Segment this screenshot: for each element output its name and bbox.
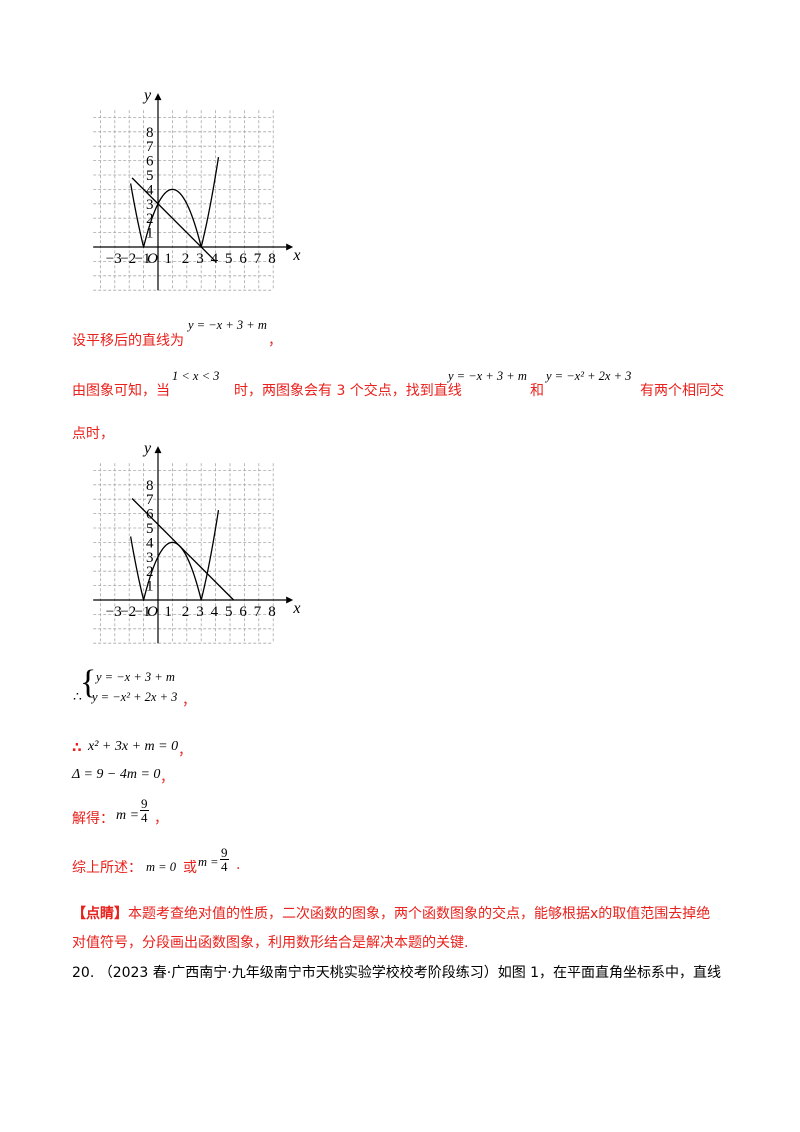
quadratic-equation: x² + 3x + m = 0	[88, 739, 179, 754]
y-axis-label: y	[142, 443, 152, 457]
system-eq1: y = −x + 3 + m	[96, 670, 175, 684]
x-axis-arrow	[286, 243, 294, 251]
step1-comma: ，	[178, 743, 192, 759]
summary-lhs: m =	[198, 855, 219, 869]
x-tick-label: 1	[164, 604, 172, 620]
abs-parabola-curve	[129, 157, 220, 249]
x-tick-label: 5	[225, 251, 233, 267]
y-tick-label: 7	[146, 139, 154, 155]
system-brace: {	[80, 664, 97, 701]
x-tick-label: 7	[254, 604, 262, 620]
x-tick-label: O	[147, 604, 158, 620]
x-tick-label: 2	[182, 604, 190, 620]
observation-condition: 1 < x < 3	[172, 369, 220, 383]
solve-lhs: m =	[116, 808, 140, 823]
y-axis-arrow	[154, 93, 162, 101]
intro-comma: ，	[268, 333, 282, 349]
x-tick-label: 2	[182, 251, 190, 267]
y-tick-label: 6	[146, 507, 154, 523]
therefore-symbol-2: ∴	[72, 740, 82, 756]
x-tick-label: 6	[239, 251, 247, 267]
x-tick-label: 8	[268, 251, 276, 267]
x-tick-label: 1	[164, 251, 172, 267]
y-tick-label: 3	[146, 550, 154, 566]
straight-line	[131, 498, 235, 601]
x-tick-label: 5	[225, 604, 233, 620]
observation-part3: 有两个相同交	[640, 383, 724, 399]
summary-numerator: 9	[220, 845, 229, 860]
summary-denominator: 4	[221, 859, 228, 874]
problem-20-text: 20. （2023 春·广西南宁·九年级南宁市天桃实验学校校考阶段练习）如图 1…	[72, 965, 722, 981]
x-tick-label: 3	[196, 251, 204, 267]
y-tick-label: 5	[146, 521, 154, 537]
x-tick-label: −1	[135, 604, 151, 620]
translated-line-intro: 设平移后的直线为	[72, 330, 184, 350]
comment-line-1: 【点睛】本题考查绝对值的性质，二次函数的图象，两个函数图象的交点，能够根据x的取…	[72, 903, 710, 923]
comment-text-1: 本题考查绝对值的性质，二次函数的图象，两个函数图象的交点，能够根据x的取值范围去…	[128, 906, 711, 922]
observation-formula-parabola: y = −x² + 2x + 3	[546, 369, 632, 383]
x-axis-label: x	[292, 247, 300, 264]
x-tick-label: 6	[239, 604, 247, 620]
y-tick-label: 3	[146, 197, 154, 213]
x-axis-label: x	[292, 600, 300, 617]
x-tick-label: 3	[196, 604, 204, 620]
summary-period: .	[236, 857, 241, 873]
x-tick-label: −2	[120, 604, 136, 620]
summary-m-zero: m = 0	[146, 860, 176, 874]
y-tick-label: 6	[146, 154, 154, 170]
y-tick-label: 7	[146, 492, 154, 508]
comment-line-2: 对值符号，分段画出函数图象，利用数形结合是解决本题的关键.	[72, 935, 469, 951]
y-tick-label: 4	[146, 535, 154, 551]
x-tick-label: 7	[254, 251, 262, 267]
x-tick-label: −3	[106, 604, 122, 620]
x-tick-label: 4	[211, 251, 219, 267]
y-tick-label: 2	[146, 211, 154, 227]
solve-comma: ，	[154, 811, 168, 827]
discriminant-equation: Δ = 9 − 4m = 0	[72, 767, 161, 782]
y-tick-label: 5	[146, 168, 154, 184]
x-tick-label: −1	[135, 251, 151, 267]
y-tick-label: 4	[146, 182, 154, 198]
x-tick-label: O	[147, 251, 158, 267]
summary-or: 或	[183, 860, 197, 876]
system-comma: ，	[182, 693, 196, 709]
straight-line	[131, 177, 217, 262]
solve-fraction: 9 4	[140, 797, 149, 825]
step2-comma: ，	[160, 770, 174, 786]
x-tick-label: −2	[120, 251, 136, 267]
solve-denominator: 4	[141, 810, 148, 825]
y-tick-label: 2	[146, 564, 154, 580]
observation-and: 和	[530, 383, 544, 399]
intro-text: 设平移后的直线为	[72, 333, 184, 349]
comment-tag: 【点睛】	[72, 906, 128, 922]
therefore-symbol-1: ∴	[73, 690, 82, 705]
y-axis-arrow	[154, 446, 162, 454]
x-tick-label: 4	[211, 604, 219, 620]
x-tick-label: −3	[106, 251, 122, 267]
summary-fraction: 9 4	[220, 846, 229, 874]
abs-parabola-curve	[129, 510, 220, 602]
solve-label: 解得：	[72, 811, 114, 827]
y-axis-label: y	[142, 90, 152, 104]
observation-part4: 点时，	[72, 426, 114, 442]
translated-line-formula: y = −x + 3 + m	[188, 318, 267, 332]
observation-part1: 由图象可知，当	[72, 383, 170, 399]
y-tick-label: 8	[146, 125, 154, 141]
summary-label: 综上所述：	[72, 860, 142, 876]
observation-formula-line: y = −x + 3 + m	[448, 369, 527, 383]
x-tick-label: 8	[268, 604, 276, 620]
y-tick-label: 1	[146, 226, 154, 242]
y-tick-label: 8	[146, 478, 154, 494]
x-axis-arrow	[286, 596, 294, 604]
solve-numerator: 9	[140, 796, 149, 811]
system-eq2: y = −x² + 2x + 3	[92, 690, 178, 704]
observation-part2: 时，两图象会有 3 个交点，找到直线	[234, 383, 462, 399]
y-tick-label: 1	[146, 579, 154, 595]
